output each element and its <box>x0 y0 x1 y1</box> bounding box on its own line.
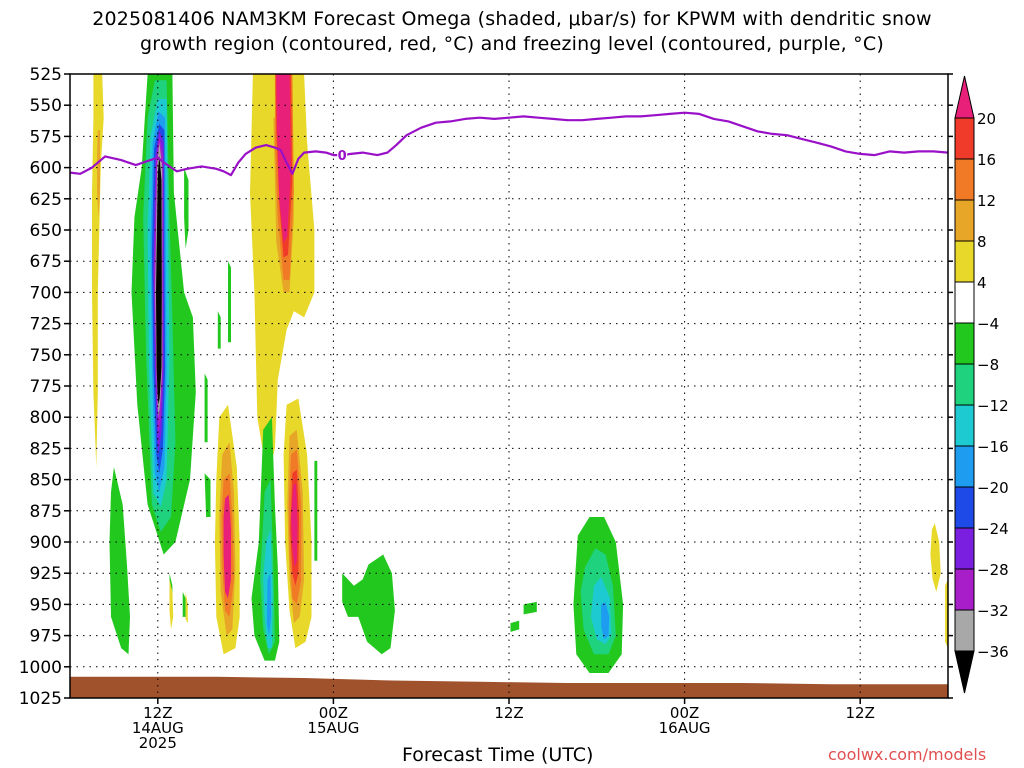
colorbar-band-3 <box>954 199 975 242</box>
omega-region-14 <box>182 591 186 617</box>
omega-region-47 <box>930 523 941 592</box>
colorbar-band-2 <box>954 158 975 201</box>
colorbar-label-5: −4 <box>977 315 999 333</box>
colorbar-band-7 <box>954 363 975 406</box>
y-tick-label-975: 975 <box>30 627 62 647</box>
colorbar-label-4: 4 <box>977 274 987 292</box>
colorbar-band-6 <box>954 322 975 365</box>
omega-region-33 <box>266 573 272 636</box>
omega-region-16 <box>185 591 188 624</box>
y-tick-label-900: 900 <box>30 533 62 553</box>
colorbar-band-13 <box>954 609 975 652</box>
colorbar-label-6: −8 <box>977 356 999 374</box>
omega-region-42 <box>523 601 537 615</box>
colorbar-band-10 <box>954 486 975 529</box>
colorbar-label-10: −24 <box>977 520 1009 538</box>
y-tick-label-600: 600 <box>30 159 62 179</box>
colorbar-band-14 <box>954 650 975 694</box>
colorbar-label-0: 20 <box>977 110 996 128</box>
y-tick-label-525: 525 <box>30 65 62 85</box>
y-tick-label-750: 750 <box>30 346 62 366</box>
x-tick-label-54-0: 12Z <box>846 704 875 722</box>
omega-region-12 <box>184 167 189 249</box>
source-credit: coolwx.com/models <box>828 745 987 764</box>
colorbar-label-7: −12 <box>977 397 1009 415</box>
omega-region-19 <box>204 373 208 443</box>
colorbar-label-11: −28 <box>977 561 1009 579</box>
colorbar-label-1: 16 <box>977 151 996 169</box>
omega-region-46 <box>601 601 610 640</box>
omega-region-38 <box>291 483 298 567</box>
colorbar-label-9: −20 <box>977 479 1009 497</box>
y-tick-label-650: 650 <box>30 221 62 241</box>
colorbar-band-5 <box>954 281 975 324</box>
colorbar-band-8 <box>954 404 975 447</box>
omega-region-24 <box>228 261 231 343</box>
chart-title-line-1: 2025081406 NAM3KM Forecast Omega (shaded… <box>92 8 932 30</box>
colorbar-band-4 <box>954 240 975 283</box>
plot-area: 0 <box>70 74 948 698</box>
x-tick-label-18-0: 00Z <box>319 704 348 722</box>
y-tick-label-925: 925 <box>30 564 62 584</box>
y-tick-label-875: 875 <box>30 502 62 522</box>
x-tick-label-18-1: 15AUG <box>307 719 359 737</box>
x-tick-label-42-1: 16AUG <box>659 719 711 737</box>
omega-region-18 <box>217 311 221 349</box>
y-tick-label-1000: 1000 <box>19 658 62 678</box>
colorbar-band-9 <box>954 445 975 488</box>
omega-region-15 <box>169 579 174 630</box>
y-tick-label-800: 800 <box>30 408 62 428</box>
y-tick-label-625: 625 <box>30 190 62 210</box>
colorbar-label-8: −16 <box>977 438 1009 456</box>
y-tick-label-700: 700 <box>30 283 62 303</box>
omega-region-40 <box>342 554 395 655</box>
colorbar-label-3: 8 <box>977 233 987 251</box>
colorbar-band-1 <box>954 117 975 160</box>
x-axis-label: Forecast Time (UTC) <box>402 744 594 766</box>
omega-region-0 <box>92 74 104 468</box>
freezing-level-label: 0 <box>338 149 347 164</box>
x-tick-label-6-1: 14AUG <box>132 719 184 737</box>
colorbar-label-2: 12 <box>977 192 996 210</box>
y-tick-label-725: 725 <box>30 315 62 335</box>
x-tick-label-6-2: 2025 <box>139 734 177 752</box>
chart-title-line-2: growth region (contoured, red, °C) and f… <box>140 33 884 55</box>
colorbar-label-12: −32 <box>977 602 1009 620</box>
y-tick-label-775: 775 <box>30 377 62 397</box>
omega-region-17 <box>204 473 211 517</box>
colorbar-band-12 <box>954 568 975 611</box>
colorbar-label-13: −36 <box>977 643 1009 661</box>
y-tick-label-1025: 1025 <box>19 689 62 709</box>
y-tick-label-550: 550 <box>30 96 62 116</box>
omega-region-1 <box>97 130 100 218</box>
surface-terrain <box>70 676 948 698</box>
omega-region-39 <box>314 460 318 561</box>
omega-region-23 <box>223 494 231 599</box>
y-tick-label-675: 675 <box>30 252 62 272</box>
omega-region-41 <box>510 620 520 632</box>
colorbar-band-11 <box>954 527 975 570</box>
omega-region-2 <box>109 467 130 655</box>
freezing-level-label-bg <box>337 148 348 163</box>
y-tick-label-575: 575 <box>30 127 62 147</box>
y-tick-label-850: 850 <box>30 471 62 491</box>
y-tick-label-950: 950 <box>30 595 62 615</box>
colorbar-band-0 <box>954 75 975 119</box>
x-tick-label-30-0: 12Z <box>494 704 523 722</box>
y-tick-label-825: 825 <box>30 439 62 459</box>
freezing-level-line <box>70 111 948 177</box>
x-tick-label-42-0: 00Z <box>670 704 699 722</box>
x-tick-label-6-0: 12Z <box>143 704 172 722</box>
